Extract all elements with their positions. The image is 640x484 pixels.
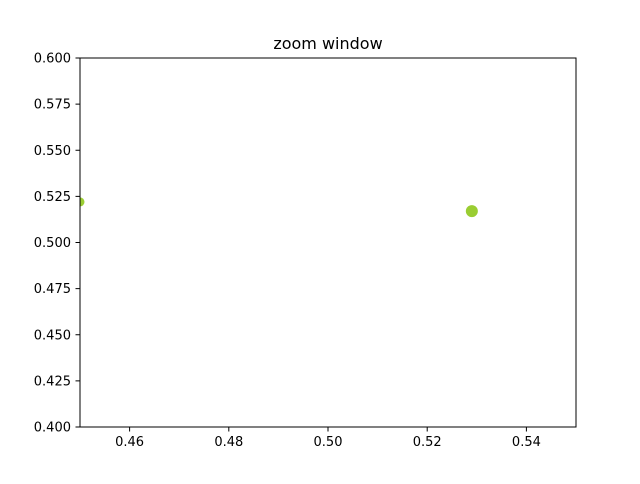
chart-title: zoom window — [273, 34, 382, 53]
y-tick-label: 0.525 — [34, 190, 71, 205]
ticks-layer: 0.46 0.48 0.50 0.52 0.54 0.400 0.425 0.450 0.475… — [34, 52, 541, 451]
scatter-point-1 — [80, 197, 85, 207]
y-tick-label: 0.575 — [34, 98, 71, 113]
x-tick-label: 0.50 — [314, 435, 343, 450]
scatter-point-2 — [465, 205, 478, 218]
y-tick-label: 0.425 — [34, 374, 71, 389]
x-tick-label: 0.52 — [413, 435, 442, 450]
y-tick-label: 0.600 — [34, 52, 71, 67]
x-tick-label: 0.46 — [115, 435, 144, 450]
y-tick-label: 0.475 — [34, 282, 71, 297]
plot-frame — [79, 57, 577, 428]
points-layer — [80, 197, 478, 218]
x-tick-label: 0.54 — [512, 435, 541, 450]
y-tick-label: 0.450 — [34, 328, 71, 343]
y-tick-label: 0.550 — [34, 144, 71, 159]
y-tick-label: 0.400 — [34, 421, 71, 436]
x-tick-label: 0.48 — [214, 435, 243, 450]
y-tick-label: 0.500 — [34, 236, 71, 251]
